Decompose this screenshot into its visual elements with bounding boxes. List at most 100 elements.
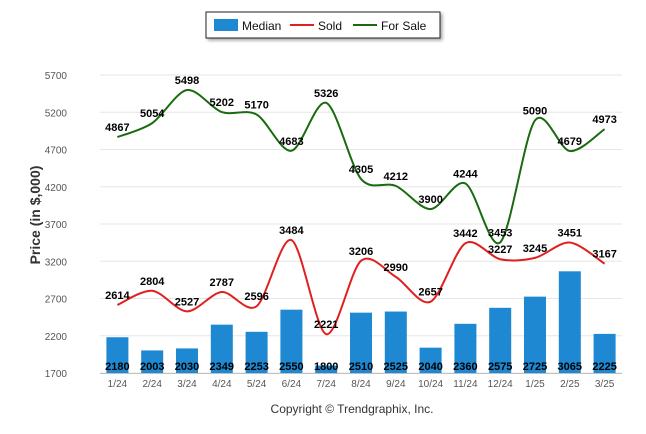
sold-point-label: 2614: [105, 290, 130, 302]
median-bar: [419, 347, 442, 373]
median-bar-label: 2525: [384, 361, 408, 373]
median-bar: [350, 312, 372, 373]
x-tick-label: 3/25: [595, 379, 615, 390]
y-tick-label: 2700: [45, 295, 68, 306]
sold-line: [116, 239, 606, 336]
forsale-point-label: 4305: [349, 164, 373, 176]
x-tick-label: 7/24: [316, 379, 336, 390]
median-bar: [489, 307, 512, 373]
median-bar-label: 1800: [314, 361, 338, 373]
median-bar: [454, 323, 477, 373]
median-bars: [106, 271, 616, 373]
x-tick-label: 5/24: [247, 379, 267, 390]
y-tick-label: 5700: [45, 71, 68, 82]
y-axis-title: Price (in $,000): [27, 166, 43, 265]
sold-point-label: 2804: [140, 276, 165, 288]
x-tick-label: 2/24: [142, 379, 162, 390]
median-bar-label: 3065: [558, 361, 582, 373]
median-bar-label: 2253: [244, 361, 268, 373]
x-tick-label: 4/24: [212, 379, 232, 390]
forsale-point-label: 5326: [314, 88, 338, 100]
median-bar: [384, 311, 407, 373]
x-axis-ticks: 1/24 2/24 3/24 4/24 5/24 6/24 7/24 8/24 9/24 10/2…: [108, 379, 615, 390]
median-bar: [524, 296, 546, 373]
x-tick-label: 12/24: [488, 379, 513, 390]
median-bar-label: 2725: [523, 361, 547, 373]
median-bar: [315, 365, 338, 373]
sold-point-label: 2221: [314, 319, 338, 331]
y-tick-label: 3200: [45, 257, 68, 268]
y-tick-label: 4700: [45, 146, 68, 157]
legend-sold-label: Sold: [318, 19, 342, 33]
forsale-point-label: 3453: [488, 227, 512, 239]
x-tick-label: 3/24: [177, 379, 197, 390]
median-bar: [210, 324, 233, 373]
x-tick-label: 9/24: [386, 379, 406, 390]
y-tick-label: 1700: [45, 369, 68, 380]
sold-point-label: 2527: [175, 296, 199, 308]
sold-point-label: 3442: [453, 228, 477, 240]
forsale-point-label: 5054: [140, 108, 165, 120]
median-bar-label: 2550: [279, 361, 303, 373]
legend-forsale-label: For Sale: [381, 19, 427, 33]
median-bar: [593, 333, 616, 373]
sold-point-label: 3245: [523, 243, 547, 255]
forsale-point-label: 5090: [523, 105, 547, 117]
sold-point-label: 3227: [488, 244, 512, 256]
sold-point-label: 3451: [558, 228, 582, 240]
sold-point-label: 3206: [349, 246, 373, 258]
sold-point-label: 3167: [592, 249, 616, 261]
median-bar: [558, 271, 581, 373]
median-bar-label: 2030: [175, 361, 199, 373]
median-bar: [245, 331, 268, 373]
forsale-point-label: 4867: [105, 122, 129, 134]
legend: Median Sold For Sale: [205, 11, 441, 39]
forsale-point-label: 4244: [453, 168, 478, 180]
forsale-point-label: 5170: [244, 99, 268, 111]
median-bar: [106, 337, 129, 373]
x-tick-label: 1/24: [108, 379, 128, 390]
x-tick-label: 11/24: [453, 379, 478, 390]
sold-point-label: 2657: [418, 287, 442, 299]
median-bar-label: 2225: [592, 361, 616, 373]
y-axis-ticks: 1700 2200 2700 3200 3700 4200 4700 5200 5700: [45, 71, 68, 380]
forsale-point-label: 5498: [175, 75, 199, 87]
y-tick-label: 4200: [45, 183, 68, 194]
median-bar-label: 2180: [105, 361, 129, 373]
forsale-line: [117, 89, 606, 245]
legend-median-swatch: [214, 19, 238, 31]
x-tick-label: 8/24: [351, 379, 371, 390]
x-tick-label: 2/25: [560, 379, 580, 390]
y-tick-label: 2200: [45, 332, 68, 343]
median-bar-label: 2349: [210, 361, 234, 373]
legend-box: [205, 11, 441, 39]
sold-point-label: 2990: [384, 262, 408, 274]
sold-point-label: 2596: [244, 291, 268, 303]
legend-median-label: Median: [242, 19, 281, 33]
median-bar: [176, 348, 198, 373]
y-tick-label: 3700: [45, 220, 68, 231]
series-lines: [116, 89, 606, 336]
x-tick-label: 10/24: [418, 379, 443, 390]
forsale-point-label: 4683: [279, 136, 303, 148]
forsale-point-label: 4973: [592, 114, 616, 126]
median-bar-label: 2003: [140, 361, 164, 373]
forsale-point-label: 3900: [418, 194, 442, 206]
x-tick-label: 6/24: [282, 379, 302, 390]
median-bar-labels: 2180 2003 2030 2349 2253 2550 1800 2510 2525 2040…: [105, 361, 617, 373]
median-bar-label: 2575: [488, 361, 512, 373]
point-labels: 2614 2804 2527 2787 2596 3484 2221 3206 2990 2657…: [105, 75, 617, 331]
copyright-text: Copyright © Trendgraphix, Inc.: [271, 402, 434, 416]
median-bar: [280, 309, 303, 373]
median-bar-label: 2360: [453, 361, 477, 373]
sold-point-label: 3484: [279, 225, 304, 237]
median-bar: [141, 350, 164, 373]
median-bar-label: 2040: [418, 361, 442, 373]
x-tick-label: 1/25: [525, 379, 545, 390]
forsale-point-label: 4679: [558, 136, 582, 148]
forsale-point-label: 5202: [210, 97, 234, 109]
forsale-point-label: 4212: [384, 171, 408, 183]
sold-point-label: 2787: [210, 277, 234, 289]
median-bar-label: 2510: [349, 361, 373, 373]
